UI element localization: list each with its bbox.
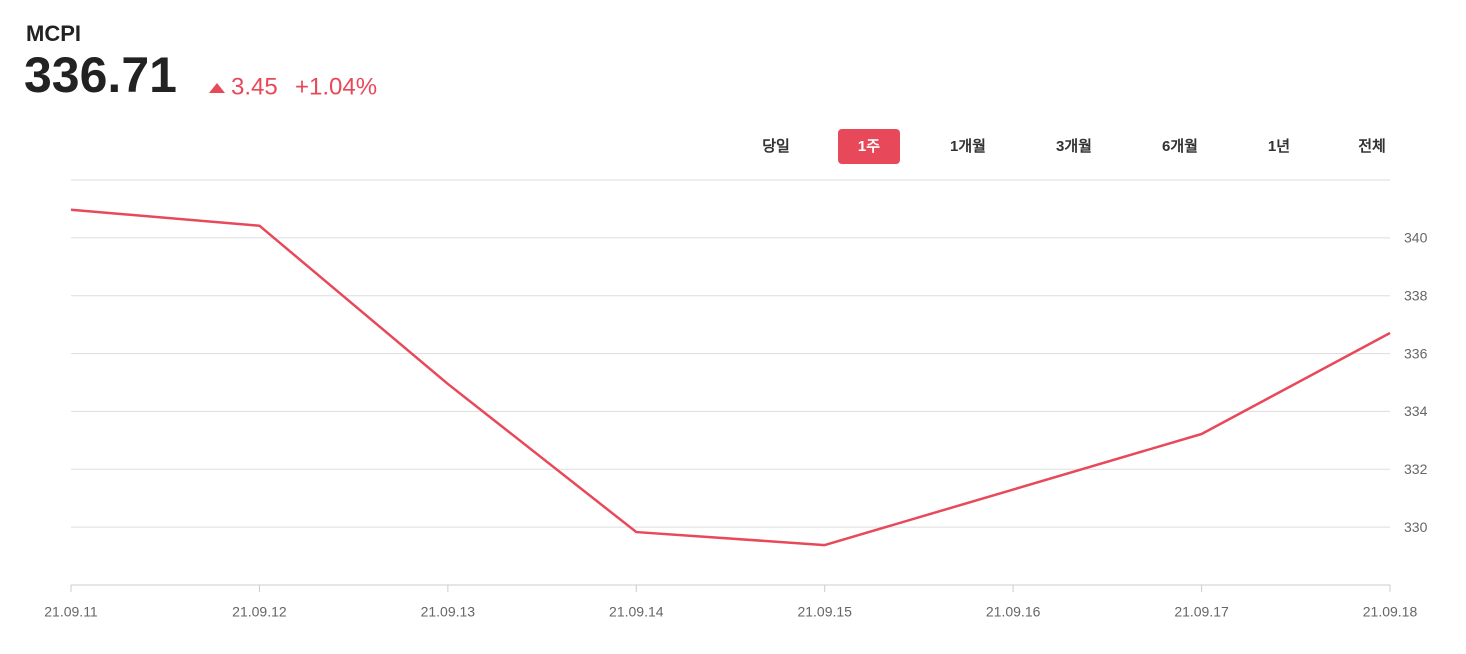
change: 3.45 — [231, 73, 278, 100]
x-tick-label: 21.09.11 — [44, 604, 98, 620]
tab[interactable]: 1주 — [858, 138, 880, 155]
change-percent: +1.04% — [295, 73, 377, 100]
y-tick-label: 340 — [1404, 230, 1428, 246]
x-tick-label: 21.09.12 — [232, 604, 287, 620]
y-tick-label: 332 — [1404, 461, 1428, 477]
y-tick-label: 334 — [1404, 403, 1428, 419]
x-tick-label: 21.09.13 — [421, 604, 476, 620]
tab[interactable]: 전체 — [1358, 138, 1386, 155]
tab[interactable]: 3개월 — [1056, 137, 1092, 155]
price-line — [70, 208, 1391, 547]
tab[interactable]: 6개월 — [1162, 137, 1198, 155]
x-tick-label: 21.09.14 — [609, 604, 664, 620]
tab[interactable]: 당일 — [762, 137, 790, 155]
up-arrow — [209, 83, 225, 93]
x-tick-label: 21.09.16 — [986, 604, 1041, 620]
tab[interactable]: 1년 — [1268, 138, 1290, 155]
y-tick-label: 330 — [1404, 519, 1428, 535]
symbol-name: MCPI — [26, 21, 81, 46]
y-tick-label: 338 — [1404, 287, 1428, 303]
tab[interactable]: 1개월 — [950, 137, 986, 155]
x-tick-label: 21.09.15 — [797, 604, 852, 620]
x-tick-label: 21.09.17 — [1174, 604, 1229, 620]
price: 336.71 — [24, 47, 177, 103]
y-tick-label: 336 — [1404, 345, 1428, 361]
active-tab-bg[interactable] — [838, 129, 900, 164]
x-tick-label: 21.09.18 — [1363, 604, 1418, 620]
